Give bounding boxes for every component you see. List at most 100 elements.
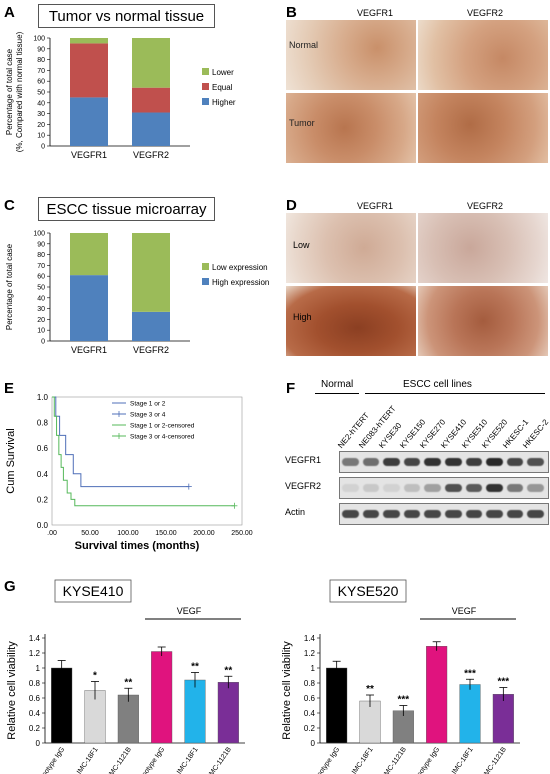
x-tick-label: IMC-18F1 — [76, 746, 100, 774]
y-tick-label: 0 — [36, 739, 41, 748]
panel-letter-a: A — [4, 4, 15, 21]
blot-band — [506, 458, 524, 466]
bar-segment — [132, 87, 170, 113]
y-tick-label: 0 — [41, 339, 45, 346]
blot-band — [486, 458, 503, 466]
x-tick-label: Isotype IgG — [315, 746, 341, 774]
blot-band — [342, 484, 359, 492]
chart-title: KYSE520 — [338, 583, 399, 599]
x-tick-label: VEGFR2 — [133, 345, 169, 355]
significance-marker: * — [93, 671, 97, 682]
y-tick-label: 1.4 — [304, 634, 316, 643]
chart-title: KYSE410 — [63, 583, 124, 599]
bar-segment — [70, 43, 108, 98]
blot-strip — [339, 451, 549, 473]
micrograph-normal-vegfr1 — [286, 20, 416, 90]
bar — [426, 646, 448, 744]
micrograph-tumor-vegfr1 — [286, 93, 416, 163]
blot-band — [362, 510, 380, 518]
y-tick-label: 0.6 — [304, 694, 316, 703]
legend-swatch — [202, 263, 209, 270]
bar-segment — [70, 233, 108, 276]
blot-band — [465, 510, 483, 518]
y-tick-label: 70 — [37, 68, 45, 75]
panel-d-row1-label: Low — [293, 240, 310, 250]
panel-f-western-blot: Normal ESCC cell lines NE2-hTERT NE083-hT… — [285, 379, 550, 539]
chart-title-box — [54, 579, 132, 603]
micrograph-normal-vegfr2 — [418, 20, 548, 90]
blot-strip — [339, 503, 549, 525]
y-tick-label: 60 — [37, 79, 45, 86]
blot-band — [527, 484, 544, 492]
panel-g-kyse410-bar-chart: KYSE410 VEGF 0 0.2 0.4 0.6 0.8 1 1.2 1.4 Relative … — [6, 579, 245, 774]
panel-letter-f: F — [286, 380, 296, 397]
x-tick-label: IMC-1121B — [482, 746, 508, 774]
plot-frame — [51, 396, 243, 526]
panel-a-stacked-bar-chart: 0 10 20 30 40 50 60 70 80 90 100 Percentage of tota… — [5, 31, 236, 160]
y-axis-label: Percentage of total case — [5, 243, 14, 330]
y-tick-label: 80 — [37, 252, 45, 259]
y-tick-label: 30 — [37, 111, 45, 118]
legend-label: Equal — [212, 83, 233, 92]
legend-swatch — [202, 68, 209, 75]
survival-curve — [52, 396, 189, 488]
chart-title-box — [329, 579, 407, 603]
blot-band — [486, 510, 503, 518]
legend-label: Stage 1 or 2-censored — [130, 423, 195, 430]
bar-segment — [132, 233, 170, 312]
bar — [51, 667, 73, 744]
y-tick-label: 1 — [311, 664, 316, 673]
y-tick-label: 0.0 — [37, 521, 49, 530]
x-tick-label: IMC-18F1 — [351, 746, 375, 774]
y-tick-label: 50 — [37, 285, 45, 292]
x-tick-label: Isotype IgG — [415, 746, 441, 774]
micrograph-low-vegfr1 — [286, 213, 416, 283]
y-tick-label: 10 — [37, 328, 45, 335]
panel-letter-g: G — [4, 578, 16, 595]
legend-label: High expression — [212, 278, 269, 287]
blot-band — [527, 510, 544, 518]
y-tick-label: 0.8 — [29, 679, 41, 688]
panel-d-col2-label: VEGFR2 — [466, 201, 503, 211]
y-tick-label: 90 — [37, 241, 45, 248]
x-tick-label: Isotype IgG — [40, 746, 66, 774]
x-tick-label: VEGFR2 — [133, 150, 169, 160]
bar-segment — [70, 275, 108, 341]
blot-band — [403, 458, 421, 466]
legend-swatch — [202, 83, 209, 90]
y-tick-label: 1.4 — [29, 634, 41, 643]
micrograph-high-vegfr1 — [286, 286, 416, 356]
y-tick-label: 0.6 — [37, 444, 49, 453]
y-tick-label: 100 — [33, 36, 45, 43]
significance-marker: *** — [464, 668, 476, 679]
x-tick-label: 50.00 — [81, 530, 99, 537]
y-tick-label: 0.6 — [29, 694, 41, 703]
panel-letter-c: C — [4, 197, 15, 214]
bar-segment — [70, 38, 108, 44]
blot-band — [465, 458, 483, 466]
y-tick-label: 50 — [37, 90, 45, 97]
blot-band — [342, 510, 359, 518]
legend-label: Lower — [212, 68, 234, 77]
bar — [151, 651, 173, 744]
x-tick-label: IMC-1121B — [207, 746, 233, 774]
bar-segment — [132, 38, 170, 88]
blot-band — [506, 510, 524, 518]
y-tick-label: 30 — [37, 306, 45, 313]
blot-band — [506, 484, 524, 492]
bar — [492, 694, 514, 744]
y-tick-label: 80 — [37, 57, 45, 64]
legend-label: Low expression — [212, 263, 268, 272]
bar — [117, 694, 139, 744]
legend-swatch — [202, 278, 209, 285]
panel-a-title: Tumor vs normal tissue — [38, 4, 215, 28]
micrograph-low-vegfr2 — [418, 213, 548, 283]
panel-c-stacked-bar-chart: 0 10 20 30 40 50 60 70 80 90 100 Percentage of tota… — [5, 231, 269, 356]
survival-curve — [52, 396, 235, 507]
x-tick-label: Isotype IgG — [140, 746, 166, 774]
panel-b-col2-label: VEGFR2 — [466, 8, 503, 18]
legend-swatch — [202, 98, 209, 105]
x-tick-label: 100.00 — [117, 530, 139, 537]
blot-band — [527, 458, 544, 466]
blot-band — [445, 458, 462, 466]
